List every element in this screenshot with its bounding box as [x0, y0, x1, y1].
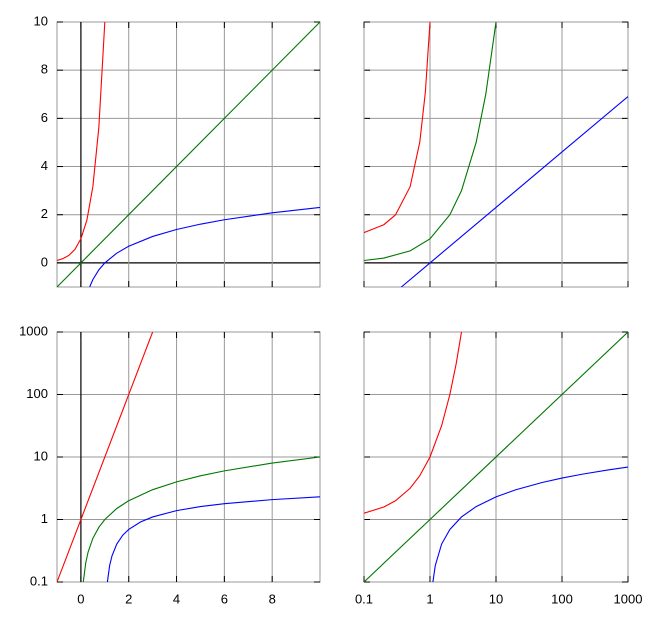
- x-tick-label: 10: [489, 591, 503, 606]
- y-tick-label: 8: [41, 62, 48, 77]
- y-tick-label: 10: [34, 13, 48, 28]
- y-tick-label: 0: [41, 254, 48, 269]
- y-tick-label: 6: [41, 110, 48, 125]
- y-tick-label: 4: [41, 158, 48, 173]
- y-tick-label: 1: [41, 511, 48, 526]
- x-tick-label: 2: [125, 591, 132, 606]
- y-tick-label: 0.1: [30, 573, 48, 588]
- x-tick-label: 0.1: [355, 591, 373, 606]
- x-tick-label: 8: [269, 591, 276, 606]
- series-line: [57, 22, 106, 262]
- panel: 0.1 1 10 100 1000 0 2 4 6 8: [19, 323, 321, 606]
- panel: 0 2 4 6 8 10: [34, 13, 321, 288]
- x-tick-label: 4: [173, 591, 180, 606]
- x-tick-label: 100: [551, 591, 573, 606]
- series-line: [400, 96, 628, 287]
- panel: [363, 21, 629, 288]
- series-line: [432, 466, 628, 582]
- x-tick-label: 0: [77, 591, 84, 606]
- series-line: [364, 22, 497, 262]
- y-tick-label: 1000: [19, 323, 48, 338]
- y-tick-label: 10: [34, 448, 48, 463]
- y-tick-label: 100: [26, 386, 48, 401]
- y-tick-label: 2: [41, 206, 48, 221]
- x-tick-label: 6: [221, 591, 228, 606]
- series-line: [364, 332, 463, 514]
- series-line: [106, 496, 320, 582]
- x-tick-label: 1: [426, 591, 433, 606]
- x-tick-label: 1000: [614, 591, 643, 606]
- series-line: [89, 206, 320, 287]
- panel: 0.1 1 10 100 1000: [355, 331, 643, 606]
- series-line: [82, 456, 320, 582]
- series-line: [57, 22, 320, 287]
- series-line: [364, 22, 431, 234]
- series-line: [364, 332, 628, 582]
- series-line: [57, 332, 154, 582]
